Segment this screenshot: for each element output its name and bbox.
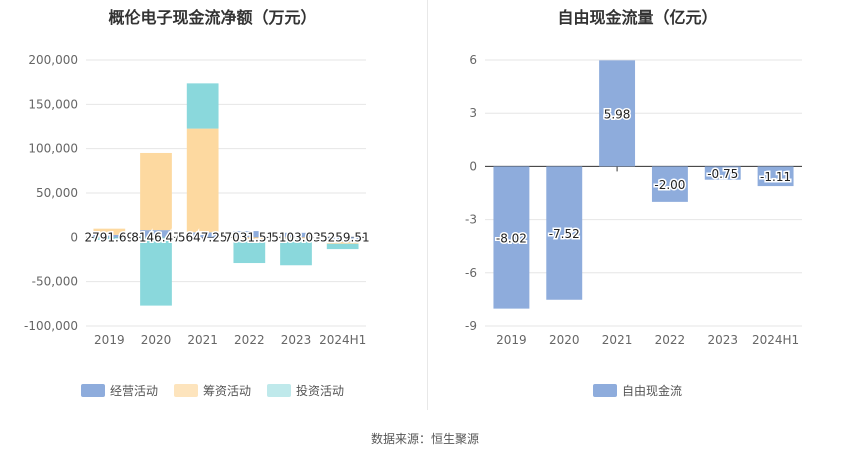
- data-label: 5.98: [604, 107, 631, 121]
- y-tick-label: 3: [469, 106, 477, 120]
- cash-flow-plot: 200,000 150,000 100,000 50,000 0 -50,000 -100,…: [24, 53, 371, 347]
- x-tick-label: 2020: [141, 333, 172, 347]
- bar: [186, 128, 219, 233]
- legend-swatch-financing: [173, 384, 198, 397]
- x-tick-label: 2021: [187, 333, 218, 347]
- cash-flow-legend: 经营活动 筹资活动 投资活动: [0, 382, 425, 399]
- bar: [493, 166, 530, 309]
- legend-label-investing: 投资活动: [296, 384, 345, 398]
- free-cash-flow-chart-title: 自由现金流量（亿元）: [557, 8, 718, 27]
- free-cash-flow-chart: 自由现金流量（亿元） 6 3 0 -3 -6 -9 2019 2020 2021 2022 2023…: [425, 0, 850, 410]
- x-tick-label: 2023: [707, 333, 738, 347]
- y-tick-label: 50,000: [36, 186, 78, 200]
- data-label: 2791.69: [85, 230, 135, 244]
- data-label: -0.75: [707, 167, 738, 181]
- bar: [186, 83, 219, 129]
- y-tick-label: 150,000: [28, 97, 78, 111]
- bar: [93, 234, 126, 238]
- x-tick-label: 2024H1: [319, 333, 366, 347]
- bar: [651, 166, 688, 202]
- x-tick-label: 2019: [496, 333, 527, 347]
- x-tick-label: 2021: [602, 333, 633, 347]
- bar: [280, 237, 312, 239]
- legend-item-free-cash-flow[interactable]: 自由现金流: [592, 382, 682, 399]
- legend-swatch-free-cash-flow: [592, 384, 617, 397]
- legend-item-investing[interactable]: 投资活动: [267, 382, 344, 399]
- data-label: 5103.03: [271, 230, 321, 244]
- data-source: 数据来源：恒生聚源: [370, 432, 479, 446]
- bar: [326, 241, 359, 244]
- bar: [140, 230, 172, 238]
- cash-flow-chart: 概伦电子现金流净额（万元） 200,000 150,000 100,000 50,00…: [0, 0, 425, 410]
- free-cash-flow-legend: 自由现金流: [425, 382, 850, 399]
- data-label: -7.52: [549, 227, 580, 241]
- bar: [757, 166, 794, 187]
- legend-label-operating: 经营活动: [109, 384, 158, 398]
- legend-swatch-operating: [80, 384, 105, 397]
- x-tick-label: 2023: [281, 333, 312, 347]
- y-tick-label: 6: [469, 53, 477, 67]
- x-tick-label: 2022: [655, 333, 686, 347]
- cash-flow-chart-title: 概伦电子现金流净额（万元）: [108, 8, 317, 27]
- legend-item-operating[interactable]: 经营活动: [80, 382, 158, 399]
- y-tick-label: 0: [70, 230, 78, 244]
- data-label: 5647.25: [178, 230, 228, 244]
- bar: [326, 243, 359, 250]
- bar: [546, 166, 583, 300]
- bar: [186, 232, 219, 238]
- bar: [93, 228, 126, 235]
- legend-label-free-cash-flow: 自由现金流: [621, 384, 682, 398]
- data-label: -8.02: [496, 232, 527, 246]
- bar: [233, 237, 266, 240]
- bar: [704, 166, 741, 180]
- bar: [140, 152, 172, 231]
- legend-item-financing[interactable]: 筹资活动: [173, 382, 251, 399]
- free-cash-flow-plot: 6 3 0 -3 -6 -9 2019 2020 2021 2022 2023 2024H1 -8.02…: [465, 53, 802, 347]
- bar: [599, 60, 636, 167]
- data-label: -1.11: [760, 170, 791, 184]
- data-label: 8146.47: [131, 230, 181, 244]
- y-tick-label: -3: [465, 213, 477, 227]
- bar: [280, 232, 312, 238]
- legend-label-financing: 筹资活动: [202, 384, 251, 398]
- x-tick-label: 2019: [94, 333, 125, 347]
- legend-swatch-investing: [267, 384, 291, 397]
- y-tick-label: -9: [465, 319, 477, 333]
- bar: [233, 239, 266, 264]
- y-tick-label: -6: [465, 266, 477, 280]
- bar: [140, 237, 172, 306]
- data-label: -5259.51: [316, 230, 370, 244]
- data-label: 7031.51: [225, 230, 275, 244]
- bar: [326, 237, 359, 242]
- y-tick-label: -50,000: [32, 275, 78, 289]
- bar: [233, 231, 266, 238]
- x-tick-label: 2022: [234, 333, 265, 347]
- bar: [93, 237, 126, 240]
- y-tick-label: -100,000: [24, 319, 78, 333]
- bar: [280, 238, 312, 266]
- x-tick-label: 2020: [549, 333, 580, 347]
- x-tick-label: 2024H1: [752, 333, 799, 347]
- chart-divider: [427, 0, 428, 410]
- y-tick-label: 0: [469, 159, 477, 173]
- y-tick-label: 100,000: [28, 142, 78, 156]
- y-tick-label: 200,000: [28, 53, 78, 67]
- data-label: -2.00: [654, 178, 685, 192]
